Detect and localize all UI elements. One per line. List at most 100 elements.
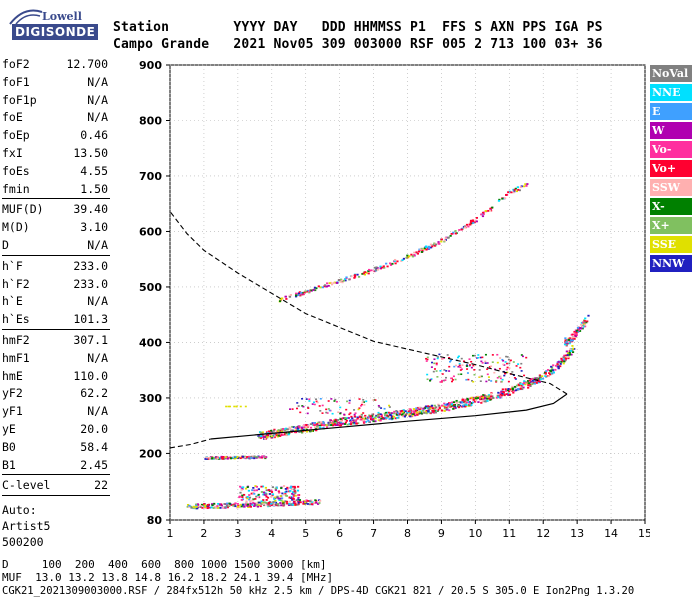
- echo-point: [292, 502, 296, 504]
- echo-point: [520, 370, 523, 372]
- echo-point: [263, 504, 266, 507]
- echo-point: [320, 424, 323, 427]
- echo-point: [409, 411, 412, 414]
- logo-line2: DIGISONDE: [12, 24, 99, 40]
- echo-point: [342, 417, 345, 420]
- echo-point: [340, 279, 344, 282]
- echo-point: [353, 409, 356, 411]
- echo-point: [466, 368, 469, 370]
- echo-point: [297, 501, 300, 504]
- logo-arc-icon: [9, 9, 43, 25]
- ionogram-plot: 1 2 3 4 5 6 7 8 9 10 11 12 13 14 158020030040050060070…: [139, 59, 650, 540]
- echo-point: [444, 407, 447, 410]
- echo-point: [568, 337, 572, 340]
- y-tick-label: 700: [139, 170, 162, 183]
- echo-point: [501, 388, 504, 391]
- echo-point: [286, 502, 289, 505]
- echo-point: [244, 487, 248, 490]
- echo-point: [364, 420, 368, 423]
- echo-point: [481, 400, 484, 403]
- echo-point: [333, 423, 336, 426]
- echo-point: [359, 416, 362, 418]
- echo-point: [245, 502, 248, 505]
- echo-point: [426, 373, 429, 376]
- echo-point: [415, 411, 419, 414]
- param-key: fmin: [2, 181, 30, 196]
- echo-point: [478, 369, 481, 371]
- echo-point: [360, 403, 363, 406]
- echo-point: [267, 432, 270, 434]
- echo-point: [363, 420, 366, 423]
- echo-point: [305, 423, 308, 426]
- echo-point: [291, 429, 294, 432]
- echo-point: [458, 404, 462, 407]
- echo-point: [313, 421, 317, 424]
- echo-point: [537, 381, 540, 384]
- echo-point: [348, 402, 351, 404]
- echo-point: [577, 329, 580, 332]
- echo-point: [564, 337, 567, 340]
- echo-point: [252, 491, 255, 494]
- echo-point: [344, 417, 347, 419]
- legend-item: NoVal: [650, 65, 692, 82]
- echo-point: [219, 503, 222, 506]
- echo-point: [472, 398, 475, 401]
- echo-point: [481, 215, 485, 218]
- echo-point: [297, 496, 300, 499]
- echo-point: [512, 188, 515, 191]
- echo-point: [446, 403, 449, 406]
- echo-point: [458, 364, 461, 367]
- echo-point: [248, 496, 252, 499]
- echo-point: [382, 265, 385, 268]
- echo-point: [504, 361, 507, 363]
- echo-point: [443, 369, 446, 371]
- echo-point: [457, 406, 461, 409]
- param-value: 307.1: [73, 333, 108, 347]
- echo-point: [250, 492, 253, 495]
- echo-point: [270, 489, 273, 492]
- legend-item: NNW: [650, 255, 692, 272]
- echo-point: [362, 421, 366, 424]
- echo-point: [257, 504, 260, 507]
- echo-point: [520, 185, 523, 188]
- echo-point: [564, 357, 567, 360]
- echo-point: [525, 356, 528, 359]
- echo-point: [454, 230, 457, 232]
- echo-point: [393, 258, 397, 261]
- echo-point: [348, 399, 351, 402]
- x-tick-label: 8: [404, 527, 411, 540]
- x-tick-label: 12: [536, 527, 550, 540]
- echo-point: [297, 485, 300, 488]
- echo-point: [266, 434, 269, 437]
- echo-point: [401, 415, 404, 418]
- echo-point: [438, 353, 441, 356]
- echo-point: [361, 418, 364, 421]
- echo-point: [291, 503, 294, 506]
- echo-point: [256, 505, 260, 508]
- x-tick-label: 11: [502, 527, 516, 540]
- param-value: 4.55: [80, 163, 108, 178]
- echo-point: [418, 406, 421, 409]
- echo-point: [271, 431, 274, 434]
- echo-point: [500, 390, 503, 393]
- echo-point: [257, 435, 260, 437]
- echo-point: [449, 359, 452, 362]
- echo-point: [300, 430, 303, 433]
- echo-point: [497, 391, 500, 394]
- echo-point: [346, 423, 349, 426]
- echo-point: [403, 415, 407, 418]
- echo-point: [298, 291, 301, 294]
- echo-point: [253, 455, 256, 458]
- echo-point: [581, 327, 584, 330]
- echo-point: [504, 388, 507, 391]
- param-row: foE N/A: [2, 110, 108, 127]
- echo-point: [427, 245, 430, 248]
- echo-point: [283, 429, 287, 431]
- echo-point: [428, 406, 432, 409]
- echo-point: [401, 412, 404, 415]
- echo-point: [448, 406, 451, 408]
- x-tick-label: 15: [638, 527, 650, 540]
- y-tick-label: 400: [139, 336, 162, 349]
- echo-point: [506, 356, 509, 358]
- echo-point: [349, 420, 352, 423]
